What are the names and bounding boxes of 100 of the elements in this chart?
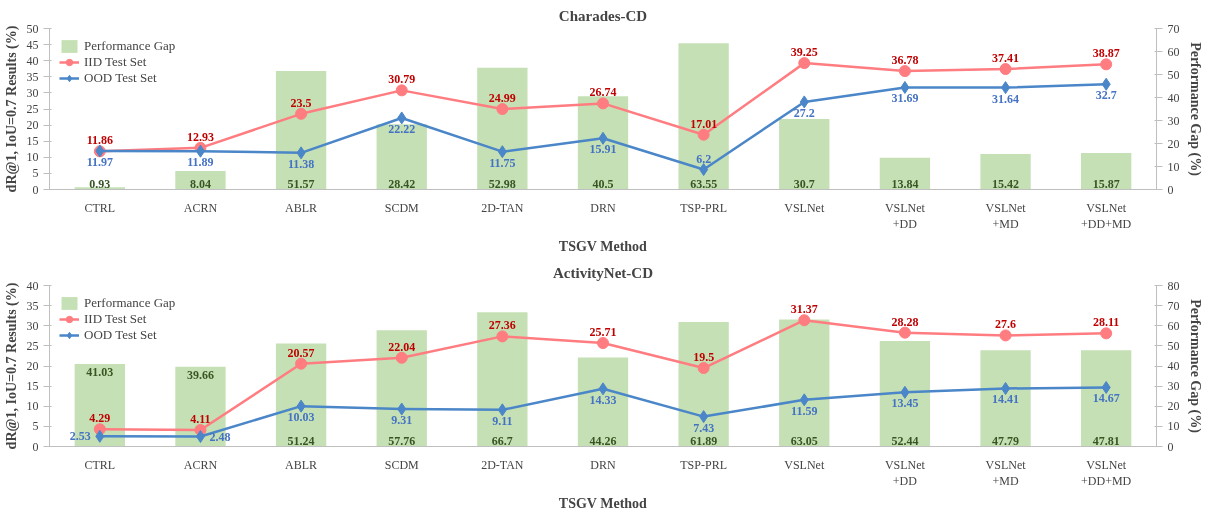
- data-label: 10.03: [287, 410, 315, 425]
- data-label: 66.7: [491, 433, 513, 448]
- y-tick-label: 10: [26, 399, 39, 414]
- y2-tick-label: 70: [1167, 298, 1180, 313]
- y-tick-label: 30: [26, 318, 39, 333]
- data-label: 57.76: [388, 433, 416, 448]
- data-label: 11.38: [287, 156, 315, 171]
- data-label: 39.25: [790, 45, 818, 60]
- x-tick-label: 2D-TAN: [481, 457, 524, 472]
- data-label: 11.89: [187, 155, 214, 170]
- x-tick-label: ACRN: [183, 200, 218, 215]
- data-label: 13.45: [891, 396, 919, 411]
- data-label: 31.64: [992, 91, 1020, 106]
- data-label: 39.66: [186, 367, 214, 382]
- x-tick-label: SCDM: [384, 200, 420, 215]
- x-tick-label: VSLNet +DD: [884, 200, 926, 232]
- data-label: 19.5: [693, 350, 715, 365]
- x-tick-label: VSLNet: [784, 457, 825, 472]
- x-tick-label: DRN: [590, 200, 616, 215]
- x-tick-label: ABLR: [285, 457, 318, 472]
- data-label: 27.2: [793, 105, 815, 120]
- x-tick-label: CTRL: [84, 200, 116, 215]
- x-tick-label: ABLR: [285, 200, 318, 215]
- data-label: 38.87: [1092, 46, 1120, 61]
- data-label: 17.01: [690, 116, 718, 131]
- y-tick-label: 5: [32, 419, 39, 434]
- y-tick-label: 0: [32, 439, 39, 454]
- y2-tick-label: 20: [1167, 399, 1180, 414]
- legend-label: OOD Test Set: [84, 327, 157, 343]
- y2-tick-label: 60: [1167, 318, 1180, 333]
- chart-title: Charades-CD: [558, 7, 648, 24]
- y2-axis-title: Performance Gap (%): [1186, 299, 1203, 434]
- data-label: 40.5: [592, 176, 614, 191]
- data-label: 15.42: [992, 176, 1020, 191]
- y-tick-label: 40: [26, 278, 39, 293]
- x-tick-label: TSP-PRL: [680, 200, 727, 215]
- data-label: 52.44: [891, 433, 919, 448]
- data-label: 27.36: [488, 318, 516, 333]
- data-label: 27.6: [995, 317, 1017, 332]
- data-label: 63.55: [690, 176, 718, 191]
- x-tick-label: SCDM: [384, 457, 420, 472]
- data-label: 4.11: [190, 411, 211, 426]
- data-label: 30.7: [793, 176, 815, 191]
- data-label: 15.87: [1092, 176, 1120, 191]
- legend-label: OOD Test Set: [84, 70, 157, 86]
- data-label: 9.31: [391, 413, 413, 428]
- y-tick-label: 45: [26, 37, 39, 52]
- data-label: 12.93: [186, 129, 214, 144]
- y2-tick-label: 60: [1167, 44, 1180, 59]
- data-label: 0.93: [89, 176, 111, 191]
- y2-axis-title: Performance Gap (%): [1186, 42, 1203, 177]
- data-label: 28.42: [388, 176, 416, 191]
- y2-tick-label: 30: [1167, 379, 1180, 394]
- data-label: 47.81: [1092, 433, 1120, 448]
- legend-label: IID Test Set: [84, 311, 147, 327]
- x-tick-label: VSLNet +DD+MD: [1081, 200, 1132, 232]
- data-label: 22.04: [388, 339, 416, 354]
- y2-tick-label: 10: [1167, 159, 1180, 174]
- data-label: 7.43: [693, 420, 715, 435]
- y-tick-label: 5: [32, 166, 39, 181]
- data-label: 28.11: [1093, 315, 1120, 330]
- data-label: 11.75: [489, 155, 516, 170]
- data-label: 22.22: [388, 121, 416, 136]
- y-tick-label: 20: [26, 359, 39, 373]
- y2-tick-label: 10: [1167, 419, 1180, 434]
- data-label: 14.67: [1092, 391, 1120, 406]
- x-tick-label: CTRL: [84, 457, 116, 472]
- data-label: 51.57: [287, 176, 315, 191]
- data-label: 37.41: [992, 51, 1020, 66]
- x-tick-label: ACRN: [183, 457, 218, 472]
- data-label: 11.86: [86, 133, 113, 148]
- data-label: 63.05: [790, 433, 818, 448]
- x-tick-label: DRN: [590, 457, 616, 472]
- data-label: 25.71: [589, 325, 617, 340]
- y-axis-title: dR@1, IoU=0.7 Results (%): [3, 25, 20, 193]
- y-tick-label: 35: [26, 69, 39, 84]
- y-tick-label: 25: [26, 102, 39, 116]
- data-label: 14.41: [992, 392, 1020, 407]
- data-label: 41.03: [86, 364, 114, 379]
- y-tick-label: 10: [26, 150, 39, 165]
- legend-label: Performance Gap: [84, 38, 176, 54]
- data-label: 9.11: [492, 413, 513, 428]
- data-label: 61.89: [690, 433, 718, 448]
- data-label: 26.74: [589, 85, 617, 100]
- y2-tick-label: 80: [1167, 278, 1180, 293]
- data-label: 8.04: [189, 176, 211, 191]
- data-label: 4.29: [89, 411, 111, 426]
- x-tick-label: VSLNet +DD: [884, 457, 926, 489]
- y2-tick-label: 70: [1167, 21, 1180, 36]
- data-label: 36.78: [891, 53, 919, 68]
- y2-tick-label: 50: [1167, 338, 1180, 353]
- x-tick-label: TSP-PRL: [680, 457, 727, 472]
- data-label: 13.84: [891, 176, 919, 191]
- y-tick-label: 25: [26, 338, 39, 353]
- y-tick-label: 40: [26, 53, 39, 68]
- y-axis-title: dR@1, IoU=0.7 Results (%): [3, 282, 20, 450]
- y2-tick-label: 30: [1167, 113, 1180, 128]
- data-label: 47.79: [992, 433, 1020, 448]
- y-tick-label: 35: [26, 298, 39, 313]
- y2-tick-label: 40: [1167, 359, 1180, 373]
